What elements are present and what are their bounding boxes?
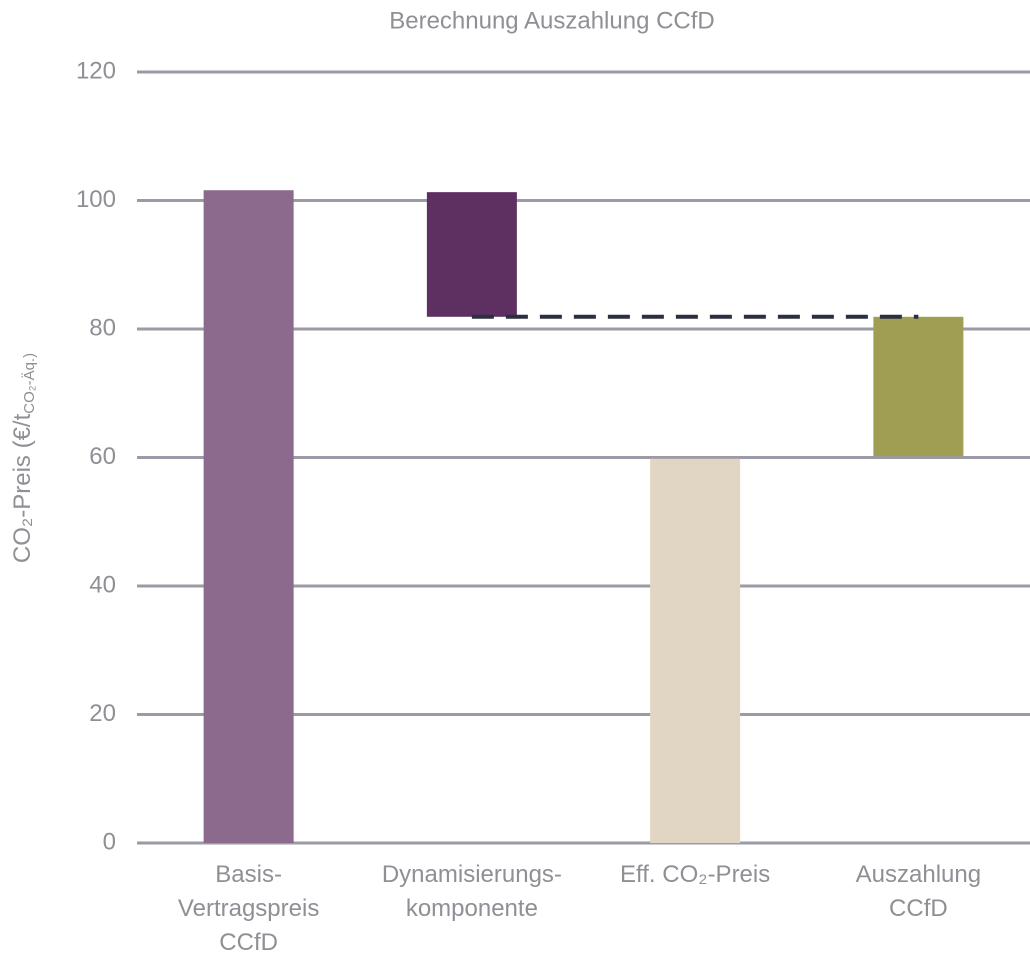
x-tick-label: Dynamisierungs-komponente (382, 861, 562, 922)
x-tick-label-line: CCfD (219, 929, 278, 956)
bar (873, 316, 964, 457)
x-tick-label: Auszahlung CCfD (856, 861, 981, 922)
x-tick-label-line: Auszahlung (856, 861, 981, 888)
x-tick-label-line: CCfD (889, 895, 948, 922)
bar (426, 192, 517, 317)
y-tick-label: 60 (89, 443, 116, 470)
y-axis-label: CO₂-Preis (€/tCO₂-Äq.) (9, 353, 38, 563)
y-tick-label: 80 (89, 314, 116, 341)
y-tick-label: 0 (103, 828, 116, 855)
x-tick-label-line: Dynamisierungs- (382, 861, 562, 888)
chart-title: Berechnung Auszahlung CCfD (389, 7, 715, 34)
bar (203, 190, 294, 844)
x-tick-label: Eff. CO₂-Preis (620, 861, 770, 888)
y-tick-label: 20 (89, 700, 116, 727)
y-tick-label: 100 (76, 186, 116, 213)
bar (650, 458, 741, 843)
x-tick-label-line: Vertragspreis (178, 895, 319, 922)
x-tick-label-line: komponente (406, 895, 538, 922)
y-tick-label: 120 (76, 57, 116, 84)
x-tick-label-line: Eff. CO₂-Preis (620, 861, 770, 888)
y-axis-label-sub: CO₂-Äq.) (21, 353, 38, 414)
x-tick-label: Basis- Vertragspreis CCfD (178, 861, 319, 956)
x-tick-label-line: Basis- (215, 861, 282, 888)
y-tick-label: 40 (89, 571, 116, 598)
y-axis-label-main: CO₂-Preis (€/t (9, 413, 36, 563)
